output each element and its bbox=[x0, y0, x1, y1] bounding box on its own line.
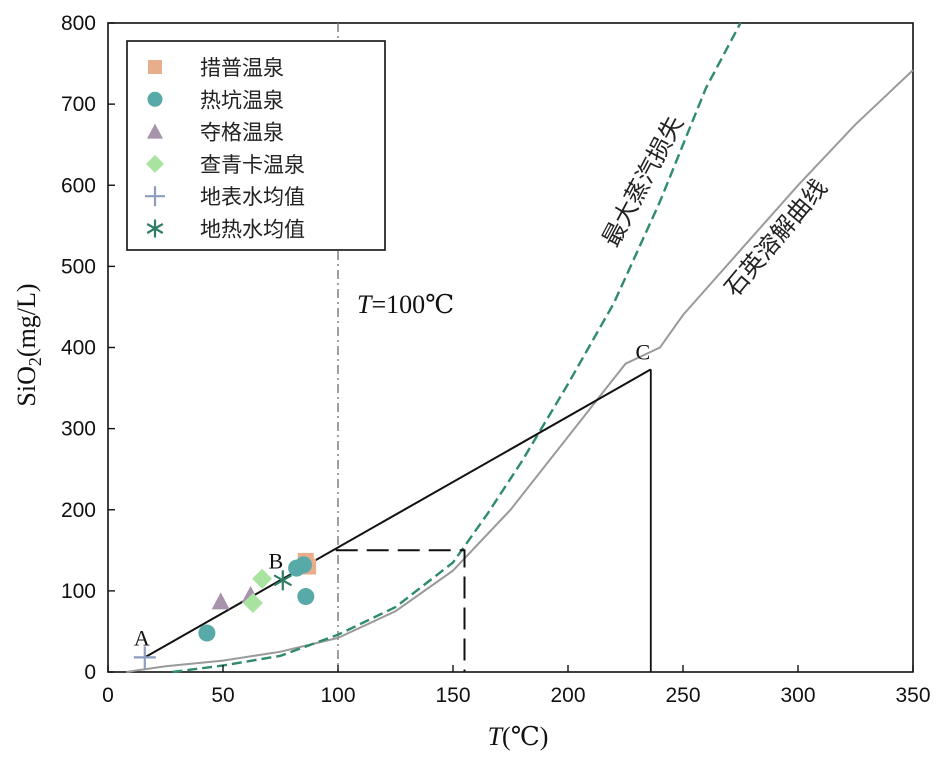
point-label-C: C bbox=[635, 339, 650, 364]
x-tick-label: 350 bbox=[895, 684, 930, 707]
point-diamond-3-0 bbox=[242, 593, 263, 614]
marks-layer: A B C bbox=[133, 339, 650, 669]
asterisk-stroke bbox=[146, 223, 164, 234]
y-tick-label: 100 bbox=[61, 580, 96, 603]
x-tick-label: 250 bbox=[665, 684, 700, 707]
point-plus-4-0 bbox=[133, 646, 156, 669]
tick-layer: 0 50 100 150 200 250 300 350 0 100 200 300 400 500 600… bbox=[61, 12, 931, 707]
quartz-curve bbox=[126, 69, 914, 673]
legend-box bbox=[126, 40, 386, 251]
point-circle-1-2 bbox=[295, 556, 312, 574]
x-tick-label: 200 bbox=[550, 684, 585, 707]
y-tick-label: 0 bbox=[84, 661, 96, 684]
point-circle-1-0 bbox=[198, 624, 216, 642]
dashed-box bbox=[335, 549, 466, 672]
legend-label-5: 地热水均值 bbox=[200, 218, 305, 242]
legend-label-3: 查青卡温泉 bbox=[200, 153, 305, 177]
point-triangle-2-0 bbox=[211, 592, 230, 610]
t100-label: T=100℃ bbox=[357, 290, 454, 319]
y-tick-label: 300 bbox=[61, 418, 96, 441]
y-tick-label: 800 bbox=[61, 12, 96, 35]
mixing-line bbox=[144, 368, 652, 659]
y-tick-label: 500 bbox=[61, 255, 96, 278]
y-axis-title: SiO2(mg/L) bbox=[12, 283, 45, 406]
x-tick-label: 0 bbox=[102, 684, 114, 707]
y-tick-label: 400 bbox=[61, 337, 96, 360]
y-tick-label: 600 bbox=[61, 174, 96, 197]
x-tick-label: 50 bbox=[211, 684, 234, 707]
x-tick-label: 150 bbox=[435, 684, 470, 707]
point-label-B: B bbox=[268, 548, 283, 573]
legend-label-4: 地表水均值 bbox=[200, 185, 305, 209]
asterisk-stroke bbox=[273, 574, 293, 587]
legend-label-1: 热坑温泉 bbox=[200, 88, 284, 112]
legend-marker-5 bbox=[146, 219, 164, 238]
quartz-curve-label: 石英溶解曲线 bbox=[719, 174, 833, 302]
legend-label-2: 夺格温泉 bbox=[200, 121, 284, 145]
legend-marker-2 bbox=[147, 123, 163, 139]
steam-loss-curve bbox=[172, 22, 742, 674]
y-tick-label: 200 bbox=[61, 499, 96, 522]
x-axis-title: T(℃) bbox=[488, 722, 549, 751]
point-asterisk-5-0 bbox=[273, 570, 293, 591]
steam-loss-curve-label: 最大蒸汽损失 bbox=[597, 111, 689, 251]
x-tick-label: 100 bbox=[320, 684, 355, 707]
legend-marker-3 bbox=[146, 154, 164, 173]
legend-marker-1 bbox=[147, 91, 163, 107]
y-tick-label: 700 bbox=[61, 93, 96, 116]
x-tick-label: 300 bbox=[780, 684, 815, 707]
legend-marker-0 bbox=[148, 60, 162, 74]
point-diamond-3-1 bbox=[252, 568, 273, 589]
legend-marker-4 bbox=[145, 186, 165, 207]
legend-label-0: 措普温泉 bbox=[200, 56, 284, 80]
point-circle-1-3 bbox=[297, 588, 315, 606]
point-label-A: A bbox=[134, 625, 150, 650]
